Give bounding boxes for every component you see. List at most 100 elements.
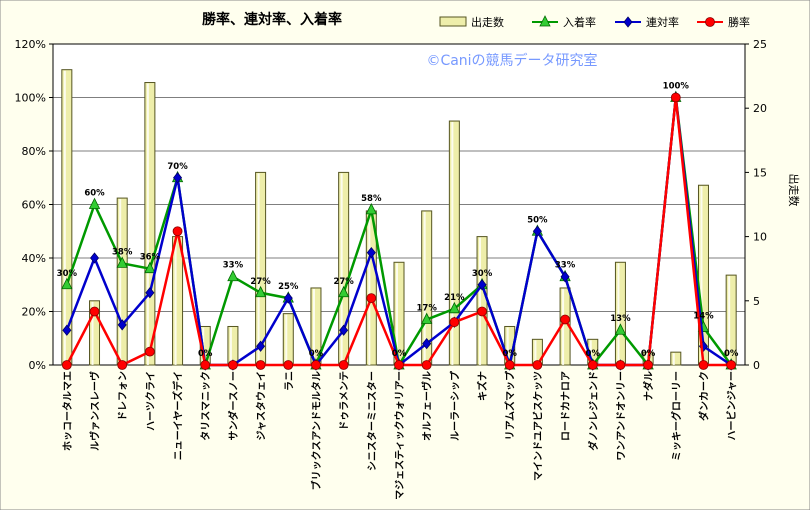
data-label: 27% <box>333 277 354 287</box>
bar-highlight <box>562 288 565 365</box>
data-label: 0% <box>641 349 656 359</box>
point-win-rate <box>504 360 515 370</box>
point-win-rate <box>670 92 681 103</box>
point-win-rate <box>615 360 626 370</box>
x-tick-label: ナダル <box>642 371 655 401</box>
data-label: 0% <box>503 349 518 359</box>
point-top2-rate <box>283 292 293 304</box>
legend-swatch <box>439 16 467 27</box>
data-label: 25% <box>278 282 299 292</box>
bar <box>227 325 239 366</box>
y-tick-label: 40% <box>22 252 46 265</box>
y-tick-label: 60% <box>22 199 46 212</box>
x-tick-label: ダノンレジェンド <box>587 371 600 451</box>
point-win-rate <box>228 360 238 370</box>
x-tick-label: リアムズマップ <box>504 370 517 440</box>
y2-tick-label: 20 <box>753 102 767 115</box>
bar-highlight <box>174 237 177 365</box>
y2-axis-label: 出走数 <box>787 174 801 207</box>
point-win-rate <box>587 360 598 370</box>
data-label: 21% <box>444 293 465 303</box>
y-tick-label: 80% <box>22 145 46 158</box>
point-top2-rate <box>117 319 127 331</box>
point-place-rate <box>116 256 128 268</box>
point-win-rate <box>560 314 570 325</box>
point-top2-rate <box>339 324 349 336</box>
data-label: 0% <box>724 349 739 359</box>
point-top2-rate <box>145 287 155 299</box>
bar-highlight <box>423 211 426 365</box>
x-tick-label: キズナ <box>476 371 489 401</box>
bar-highlight <box>506 327 509 365</box>
x-tick-label: ホッコータルマエ <box>62 371 74 451</box>
data-labels: 30% 60% 38% 36% 70% 0% 33% 27% 25% 0% 27% 58% 0% 17% 2… <box>57 82 739 360</box>
point-win-rate <box>200 360 211 370</box>
bar-highlight <box>229 327 232 365</box>
bar-highlight <box>285 314 288 365</box>
data-label: 60% <box>84 189 105 199</box>
x-tick-label: ニューイヤーズデイ <box>172 371 185 460</box>
x-tick-label: ラニ <box>283 371 295 391</box>
y-tick-label: 100% <box>15 92 46 105</box>
point-top2-rate <box>366 247 376 259</box>
point-place-rate <box>88 197 101 209</box>
x-tick-label: オルフェーヴル <box>421 371 434 441</box>
bar <box>144 82 156 366</box>
series-lines <box>61 90 737 371</box>
x-tick-label: ダンカーク <box>697 371 710 421</box>
data-label: 38% <box>112 247 133 257</box>
bar-highlight <box>340 173 343 365</box>
point-top2-rate <box>623 16 633 28</box>
y2-tick-label: 10 <box>753 231 767 244</box>
y2-tick-label: 25 <box>753 38 767 51</box>
legend-label: 入着率 <box>563 15 596 29</box>
bar-highlight <box>91 301 94 365</box>
x-tick-label: ドゥラメンテ <box>339 371 351 431</box>
bar-highlight <box>312 288 315 365</box>
bar-highlight <box>146 83 149 366</box>
bar-highlight <box>257 173 260 365</box>
point-win-rate <box>477 306 487 317</box>
point-win-rate <box>144 346 155 357</box>
data-label: 17% <box>417 304 438 314</box>
point-win-rate <box>366 293 377 304</box>
point-win-rate <box>705 17 715 27</box>
point-top2-rate <box>422 337 432 350</box>
point-top2-rate <box>560 271 570 283</box>
legend-label: 連対率 <box>646 15 679 29</box>
data-label: 14% <box>693 312 714 322</box>
x-tick-label: マジェスティックウォリアー <box>394 371 406 500</box>
bar-highlight <box>479 237 482 365</box>
x-tick-label: ジャスタウェイ <box>256 371 268 441</box>
point-top2-rate <box>532 225 542 237</box>
point-win-rate <box>89 306 100 317</box>
bar <box>116 197 128 366</box>
x-tick-label: ハーツクライ <box>145 371 157 431</box>
point-win-rate <box>117 360 128 370</box>
bar-highlight <box>645 353 648 365</box>
data-label: 27% <box>250 277 271 287</box>
data-label: 36% <box>140 253 161 263</box>
point-top2-rate <box>173 172 183 184</box>
point-win-rate <box>172 226 183 237</box>
data-label: 58% <box>361 194 382 204</box>
bar-highlight <box>617 263 620 365</box>
bar-highlight <box>119 199 122 365</box>
point-top2-rate <box>256 340 266 352</box>
data-label: 33% <box>555 261 576 271</box>
data-label: 0% <box>586 349 601 359</box>
data-label: 50% <box>527 215 548 225</box>
point-win-rate <box>311 360 321 370</box>
axes: 0% 20% 40% 60% 80% 100% 120% 0 5 10 15 20 25 ホッコータルマエ… <box>15 38 767 500</box>
point-win-rate <box>255 360 266 370</box>
legend: 出走数 入着率 連対率 勝率 <box>439 15 750 29</box>
point-place-rate <box>254 285 267 298</box>
point-place-rate <box>337 285 350 298</box>
bar <box>448 120 460 366</box>
x-tick-label: ルヴァンスレーヴ <box>89 371 102 451</box>
bar-highlight <box>63 70 66 366</box>
bar-highlight <box>728 276 731 365</box>
bar-highlight <box>534 340 537 365</box>
point-place-rate <box>448 301 461 314</box>
